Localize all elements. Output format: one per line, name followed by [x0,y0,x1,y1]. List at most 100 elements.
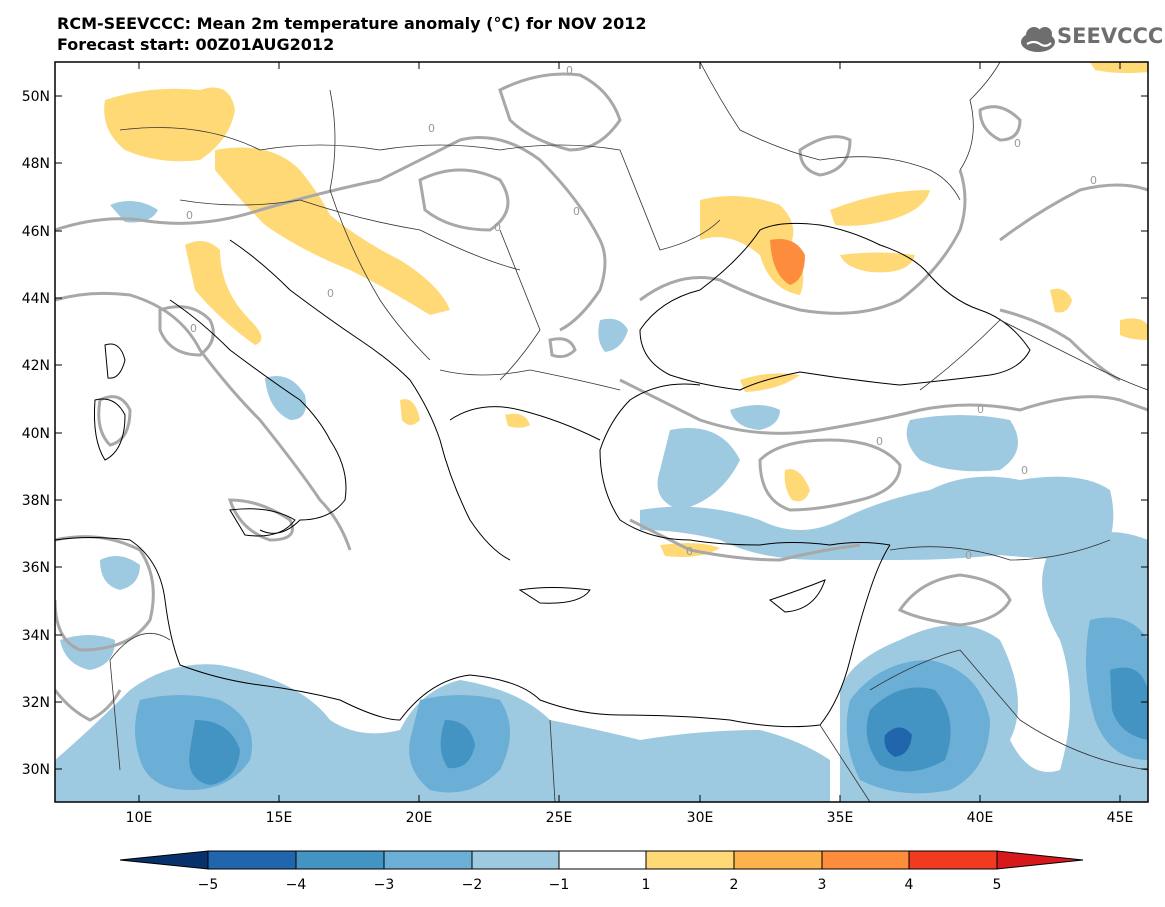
cloud-icon [1021,27,1055,52]
anomaly-region-germany [104,87,235,162]
anomaly-region-crimea [770,239,805,285]
zero-contour [978,105,1022,142]
anomaly-region-caucasus [1050,288,1072,313]
contour-label: 0 [1021,464,1028,477]
zero-contour [758,438,902,512]
colorbar-segment [821,850,910,870]
country-border [109,632,171,771]
colorbar-segment-min [119,850,209,870]
anomaly-region-azov [830,190,930,226]
colorbar-label: −5 [198,877,219,893]
zero-contour [55,689,122,722]
anomaly-region-greece-west [400,399,420,425]
latitude-axis: 50N 48N 46N 44N 42N 40N 38N 36N 34N 32N … [22,89,1148,778]
country-border [119,127,621,151]
colorbar-label: 1 [642,877,651,893]
colorbar-label: −3 [374,877,395,893]
coastline [518,587,591,604]
contour-labels: 0 0 0 0 0 0 0 0 0 0 0 0 0 0 [186,64,1097,562]
colorbar-label: 4 [905,877,914,893]
lon-label: 25E [546,810,573,826]
colorbar-label: 5 [993,877,1002,893]
coastline [449,406,601,441]
country-border [869,649,1148,771]
zero-contour [158,305,215,357]
coastline [229,508,296,537]
colorbar-label: −1 [549,877,570,893]
contour-label: 0 [876,435,883,448]
lat-label: 32N [22,695,50,711]
logo-text: SEEVCCC [1057,24,1164,48]
coastline [639,222,1031,391]
lat-label: 50N [22,89,50,105]
lon-label: 10E [126,810,153,826]
forecast-start: Forecast start: 00Z01AUG2012 [57,35,335,54]
map-title: RCM-SEEVCCC: Mean 2m temperature anomaly… [57,14,647,33]
anomaly-region-tunisia [100,556,140,590]
zero-contour [639,169,967,315]
lon-label: 35E [827,810,854,826]
country-border [549,719,556,802]
country-border [499,229,541,381]
country-border [699,62,961,201]
anomaly-region-russia [1090,62,1148,74]
colorbar-segment [733,850,823,870]
lat-label: 48N [22,156,50,172]
lat-label: 36N [22,560,50,576]
country-border [329,89,431,361]
zero-contour [55,291,352,551]
country-border [439,369,621,391]
colorbar-label: 2 [730,877,739,893]
anomaly-region-romania [598,318,628,352]
lon-label: 40E [967,810,994,826]
anomaly-region-austria [215,147,450,315]
lon-label: 15E [266,810,293,826]
colorbar-segment [207,850,297,870]
colorbar-labels: −5 −4 −3 −2 −1 1 2 3 4 5 [198,877,1002,893]
country-border [619,149,721,251]
lat-label: 44N [22,291,50,307]
zero-contour [798,135,852,177]
zero-contour [97,395,132,447]
contour-label: 0 [686,545,693,558]
map-frame [54,61,1149,803]
contour-label: 0 [186,209,193,222]
colorbar-segment [383,850,473,870]
lat-label: 38N [22,493,50,509]
border-layer [109,62,1148,802]
anomaly-region-anatolia [657,428,740,510]
colorbar-segment [645,850,735,870]
contour-label: 0 [1090,174,1097,187]
zero-contour [619,378,1148,435]
anomaly-region-italy [265,376,306,420]
coastline [768,579,826,613]
country-border [959,62,1001,171]
coastline [94,398,126,461]
anomaly-region-jordan-min [884,727,912,757]
coastline [599,383,891,546]
anomaly-region-anatolia-warm [784,469,810,502]
lat-label: 40N [22,426,50,442]
zero-contour [999,308,1121,382]
country-border [819,724,871,802]
longitude-axis: 10E 15E 20E 25E 30E 35E 40E 45E [126,62,1133,826]
anomaly-region-alps [110,201,158,223]
contour-label: 0 [327,287,334,300]
anomaly-region-anatolia-south [640,476,1114,560]
coastline [169,299,347,534]
zero-contour [55,535,155,652]
colorbar-segment [558,850,647,870]
anomaly-region-greece-gulf [505,413,530,428]
anomaly-region-adriatic [185,241,262,345]
colorbar [119,850,1084,870]
anomaly-region-kerch [840,252,915,273]
colorbar-segment [471,850,560,870]
anomaly-region-black-sea-south [730,405,780,430]
lat-label: 34N [22,628,50,644]
anomaly-region-caspian [1120,318,1148,340]
lon-label: 20E [406,810,433,826]
colorbar-label: −4 [286,877,307,893]
lon-label: 30E [687,810,714,826]
coastline-layer [55,222,1031,728]
